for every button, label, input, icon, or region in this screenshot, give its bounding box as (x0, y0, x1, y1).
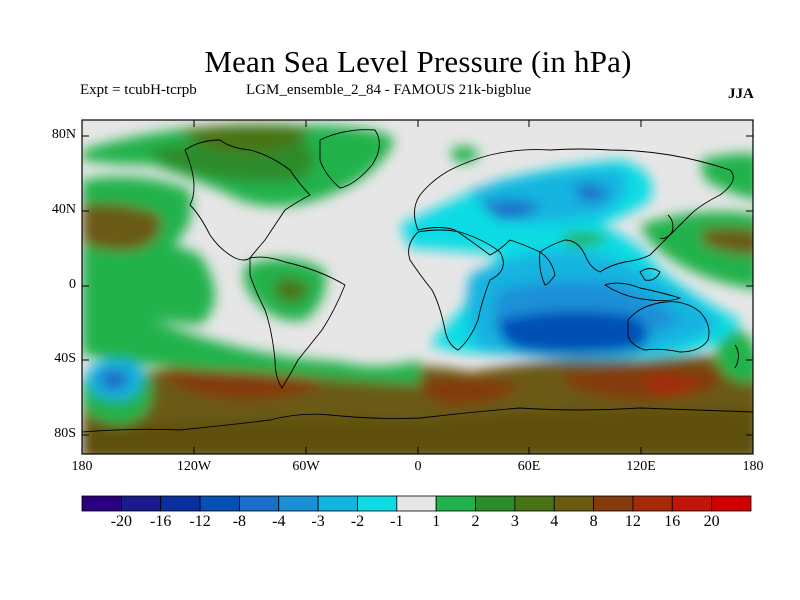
colorbar-label: -12 (189, 513, 211, 530)
colorbar-swatch (632, 495, 673, 512)
colorbar-label: 1 (432, 513, 441, 530)
colorbar-label: 16 (664, 513, 681, 530)
run-label: LGM_ensemble_2_84 - FAMOUS 21k-bigblue (246, 82, 532, 98)
colorbar-swatch (671, 495, 713, 512)
colorbar-label: -16 (150, 513, 172, 530)
colorbar-label: -8 (232, 513, 247, 530)
colorbar-label: -2 (350, 513, 365, 530)
lat-label: 80N (51, 127, 76, 142)
coastlines (82, 129, 753, 433)
pressure-field (82, 120, 753, 454)
colorbar (81, 495, 752, 512)
colorbar-swatch (357, 495, 398, 512)
colorbar-label: -4 (272, 513, 286, 530)
colorbar-swatch (396, 495, 437, 512)
season-label: JJA (728, 86, 754, 102)
colorbar-label: -1 (390, 513, 404, 530)
lat-label: 40S (54, 351, 76, 366)
colorbar-swatch (317, 495, 358, 512)
colorbar-swatch (553, 495, 594, 512)
colorbar-label: 2 (471, 513, 480, 530)
lon-label: 120E (626, 459, 656, 474)
colorbar-label: 20 (703, 513, 720, 530)
colorbar-label: -3 (311, 513, 325, 530)
colorbar-label: -20 (110, 513, 133, 530)
colorbar-swatch (593, 495, 634, 512)
lon-label: 60W (292, 459, 320, 474)
colorbar-swatch (711, 495, 752, 512)
colorbar-swatch (239, 495, 280, 512)
colorbar-label: 8 (589, 513, 598, 530)
lon-label: 120W (176, 459, 212, 474)
colorbar-swatch (160, 495, 201, 512)
colorbar-swatch (475, 495, 516, 512)
axis-ticks (81, 120, 754, 454)
lon-label: 180 (71, 459, 93, 474)
lat-label: 40N (51, 202, 76, 217)
colorbar-label: 12 (624, 513, 641, 530)
lon-label: 0 (414, 459, 422, 474)
colorbar-label: 4 (550, 513, 559, 530)
lon-label: 180 (742, 459, 764, 474)
colorbar-swatch (278, 495, 319, 512)
lat-label: 0 (69, 277, 76, 292)
colorbar-swatch (514, 495, 555, 512)
experiment-label: Expt = tcubH-tcrpb (80, 82, 197, 98)
colorbar-swatch (435, 495, 476, 512)
chart-title: Mean Sea Level Pressure (in hPa) (204, 44, 632, 79)
lon-label: 60E (517, 459, 541, 474)
colorbar-swatch (120, 495, 162, 512)
colorbar-swatch (81, 495, 122, 512)
lat-label: 80S (54, 426, 76, 441)
colorbar-swatch (199, 495, 240, 512)
colorbar-label: 3 (510, 513, 519, 530)
